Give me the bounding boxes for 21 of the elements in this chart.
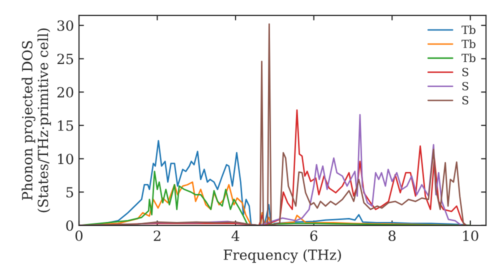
legend-label: S bbox=[462, 96, 468, 104]
legend-label: Tb bbox=[462, 54, 476, 62]
x-tick-label: 2 bbox=[154, 230, 160, 241]
legend-label: S bbox=[462, 82, 468, 90]
y-tick-label: 25 bbox=[57, 54, 74, 64]
x-axis-title: Frequency (THz) bbox=[224, 249, 341, 263]
x-tick-label: 8 bbox=[388, 230, 396, 242]
y-tick-label: 10 bbox=[58, 154, 74, 164]
y-tick-label: 30 bbox=[58, 20, 74, 31]
legend-label: S bbox=[462, 68, 468, 76]
legend-label: Tb bbox=[462, 39, 476, 48]
y-axis-title: Phonon projected DOS (States/THz·primitive cell) bbox=[22, 28, 51, 212]
legend-label: Tb bbox=[462, 25, 476, 34]
y-tick-label: 15 bbox=[58, 120, 74, 131]
y-tick-label: 0 bbox=[66, 220, 74, 231]
x-tick-label: 10 bbox=[463, 230, 478, 242]
y-tick-label: 20 bbox=[57, 87, 74, 98]
x-tick-label: 6 bbox=[310, 230, 318, 242]
y-tick-label: 5 bbox=[66, 187, 74, 198]
x-tick-label: 0 bbox=[75, 230, 82, 242]
x-tick-label: 4 bbox=[232, 230, 240, 241]
